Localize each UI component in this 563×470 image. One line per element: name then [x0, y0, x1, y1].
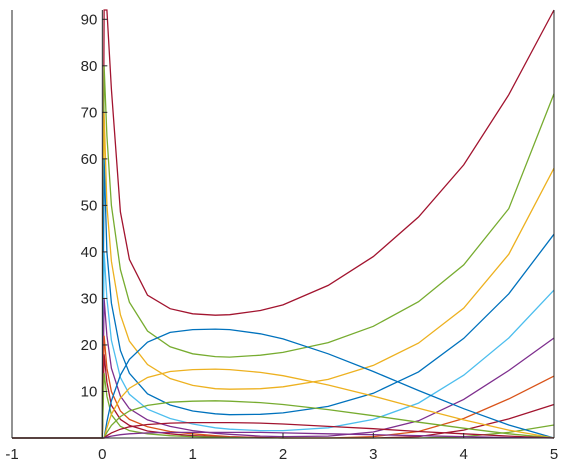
series-line-2: [12, 65, 555, 439]
series-line-4: [12, 158, 555, 439]
x-tick-label: 2: [279, 446, 287, 463]
series-line-8: [12, 354, 555, 439]
y-tick-label: 20: [81, 337, 98, 354]
y-tick-label: 90: [81, 11, 98, 28]
series-line-14: [12, 431, 555, 439]
series-line-11: [12, 368, 555, 439]
x-tick-label: 1: [188, 446, 196, 463]
x-tick-label: -1: [5, 446, 18, 463]
ticks-layer: -1 0 1 2 3 4 5 10 20 30 40 50 60 70 80 90: [5, 11, 558, 463]
y-tick-label: 30: [81, 290, 98, 307]
x-tick-label: 0: [98, 446, 106, 463]
series-layer: [12, 9, 555, 439]
y-tick-label: 10: [81, 383, 98, 400]
y-tick-label: 70: [81, 104, 98, 121]
y-tick-label: 80: [81, 58, 98, 75]
y-tick-label: 60: [81, 151, 98, 168]
y-tick-label: 50: [81, 197, 98, 214]
series-line-3: [12, 112, 555, 439]
series-line-12: [12, 400, 555, 439]
y-tick-label: 40: [81, 244, 98, 261]
x-tick-label: 5: [550, 446, 558, 463]
series-line-7: [12, 335, 555, 439]
x-tick-label: 3: [369, 446, 377, 463]
series-line-10: [12, 328, 555, 439]
series-line-13: [12, 421, 555, 439]
series-line-1: [12, 9, 555, 439]
x-tick-label: 4: [459, 446, 467, 463]
